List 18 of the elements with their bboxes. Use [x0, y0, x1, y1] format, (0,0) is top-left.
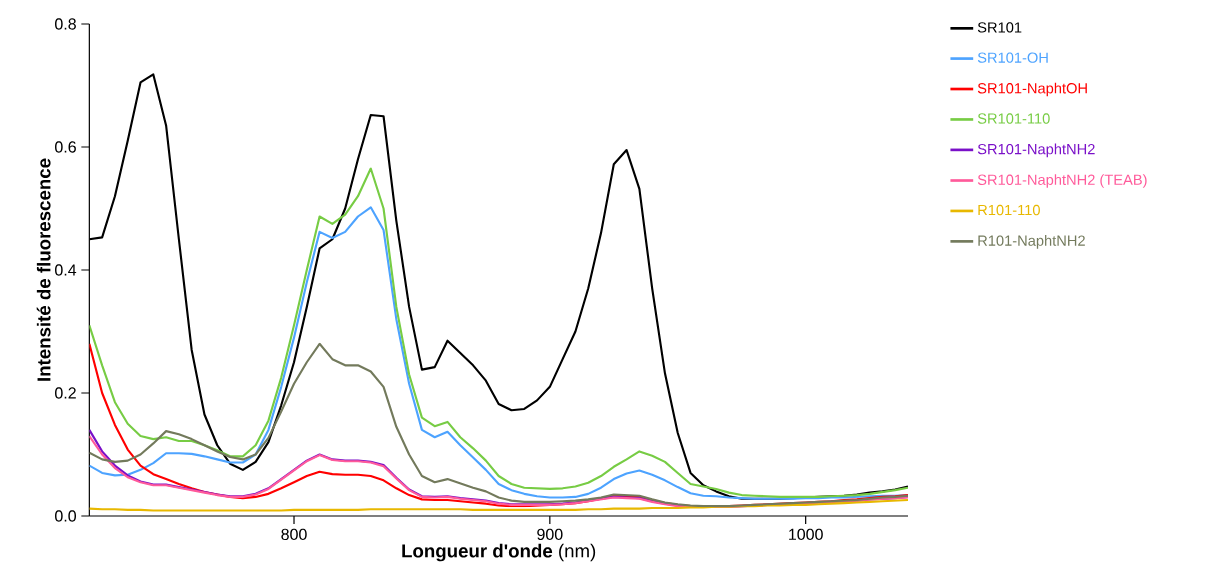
x-tick-label: 800 — [281, 528, 307, 541]
x-axis-title: Longueur d'onde (nm) — [402, 543, 596, 562]
x-tick-label: 900 — [537, 528, 563, 541]
y-tick-label: 0.4 — [55, 264, 77, 276]
legend-label: SR101-110 — [977, 113, 1050, 124]
x-tick-label: 1000 — [789, 528, 823, 541]
legend-label: R101-110 — [978, 204, 1040, 216]
y-axis-title: Intensité de fluorescence — [36, 158, 51, 381]
legend-label: SR101-NaphtOH — [977, 82, 1087, 97]
legend-label: R101-NaphtNH2 — [978, 235, 1085, 249]
y-tick-label: 0.0 — [55, 510, 77, 522]
y-tick-label: 0.2 — [55, 387, 76, 399]
legend-label: SR101-NaphtNH2 (TEAB) — [977, 174, 1147, 188]
y-tick-label: 0.6 — [55, 141, 76, 153]
y-tick-label: 0.8 — [55, 18, 76, 30]
legend-label: SR101 — [977, 22, 1022, 33]
legend-label: SR101-OH — [977, 52, 1048, 63]
legend-label: SR101-NaphtNH2 — [977, 143, 1095, 158]
